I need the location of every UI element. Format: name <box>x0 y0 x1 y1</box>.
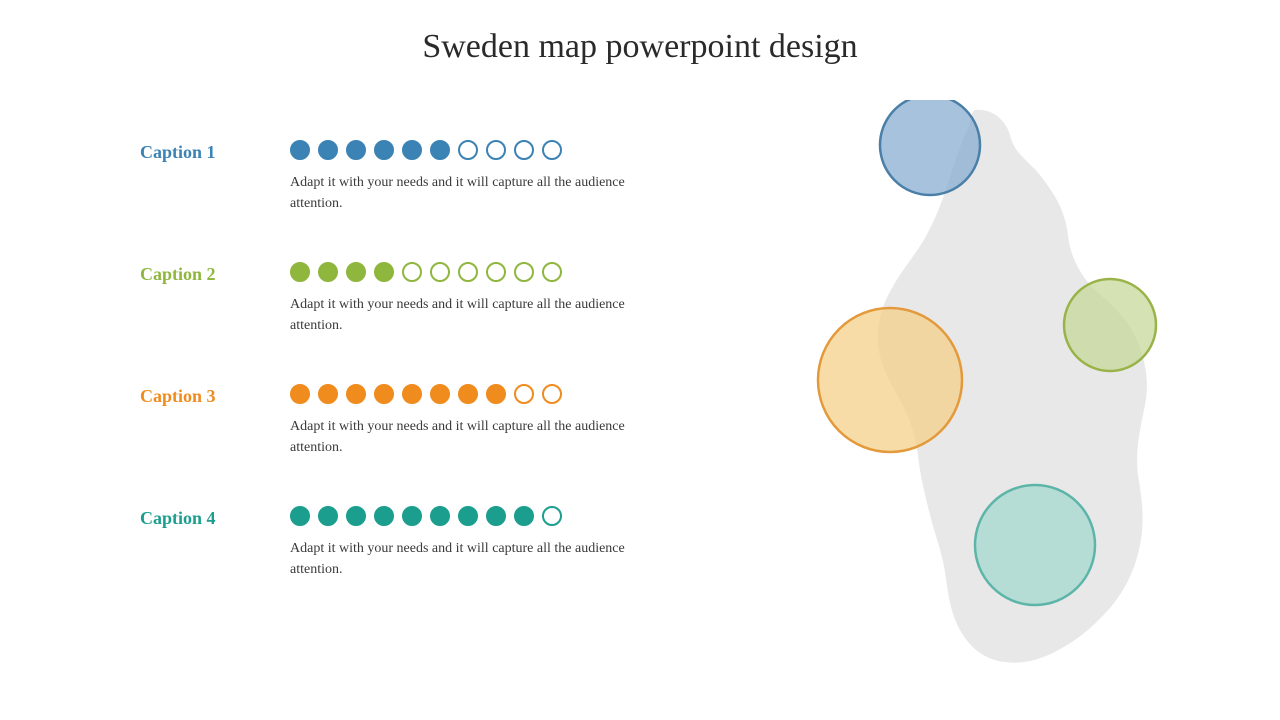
caption-row: Caption 1Adapt it with your needs and it… <box>140 140 660 214</box>
dot-rating <box>290 506 660 526</box>
caption-label: Caption 4 <box>140 506 290 529</box>
dot-filled <box>374 384 394 404</box>
caption-content: Adapt it with your needs and it will cap… <box>290 140 660 214</box>
dot-filled <box>430 140 450 160</box>
dot-empty <box>430 262 450 282</box>
dot-empty <box>486 140 506 160</box>
dot-filled <box>430 384 450 404</box>
caption-desc: Adapt it with your needs and it will cap… <box>290 294 660 336</box>
captions-panel: Caption 1Adapt it with your needs and it… <box>140 140 660 628</box>
caption-content: Adapt it with your needs and it will cap… <box>290 384 660 458</box>
dot-filled <box>290 384 310 404</box>
map-marker <box>880 100 980 195</box>
caption-desc: Adapt it with your needs and it will cap… <box>290 172 660 214</box>
dot-rating <box>290 384 660 404</box>
sweden-map-svg <box>800 100 1220 680</box>
caption-row: Caption 2Adapt it with your needs and it… <box>140 262 660 336</box>
dot-filled <box>290 140 310 160</box>
dot-filled <box>374 506 394 526</box>
dot-filled <box>346 140 366 160</box>
caption-row: Caption 3Adapt it with your needs and it… <box>140 384 660 458</box>
caption-label: Caption 2 <box>140 262 290 285</box>
dot-filled <box>486 506 506 526</box>
dot-empty <box>514 262 534 282</box>
caption-label: Caption 1 <box>140 140 290 163</box>
dot-filled <box>458 384 478 404</box>
dot-filled <box>346 262 366 282</box>
map-area <box>800 100 1220 680</box>
dot-filled <box>290 262 310 282</box>
map-marker <box>975 485 1095 605</box>
dot-empty <box>486 262 506 282</box>
page-title: Sweden map powerpoint design <box>0 28 1280 66</box>
dot-filled <box>318 262 338 282</box>
dot-filled <box>346 506 366 526</box>
dot-rating <box>290 262 660 282</box>
dot-filled <box>402 506 422 526</box>
dot-filled <box>458 506 478 526</box>
dot-filled <box>374 262 394 282</box>
dot-empty <box>402 262 422 282</box>
dot-filled <box>430 506 450 526</box>
dot-empty <box>514 140 534 160</box>
caption-label: Caption 3 <box>140 384 290 407</box>
dot-filled <box>402 384 422 404</box>
dot-filled <box>486 384 506 404</box>
dot-empty <box>542 262 562 282</box>
dot-filled <box>318 384 338 404</box>
dot-empty <box>514 384 534 404</box>
dot-empty <box>542 140 562 160</box>
dot-empty <box>542 506 562 526</box>
dot-empty <box>458 140 478 160</box>
dot-filled <box>318 140 338 160</box>
caption-row: Caption 4Adapt it with your needs and it… <box>140 506 660 580</box>
caption-desc: Adapt it with your needs and it will cap… <box>290 538 660 580</box>
dot-filled <box>374 140 394 160</box>
dot-filled <box>290 506 310 526</box>
dot-filled <box>346 384 366 404</box>
dot-empty <box>458 262 478 282</box>
map-marker <box>818 308 962 452</box>
dot-filled <box>318 506 338 526</box>
caption-desc: Adapt it with your needs and it will cap… <box>290 416 660 458</box>
dot-rating <box>290 140 660 160</box>
dot-empty <box>542 384 562 404</box>
dot-filled <box>514 506 534 526</box>
map-marker <box>1064 279 1156 371</box>
caption-content: Adapt it with your needs and it will cap… <box>290 262 660 336</box>
caption-content: Adapt it with your needs and it will cap… <box>290 506 660 580</box>
dot-filled <box>402 140 422 160</box>
